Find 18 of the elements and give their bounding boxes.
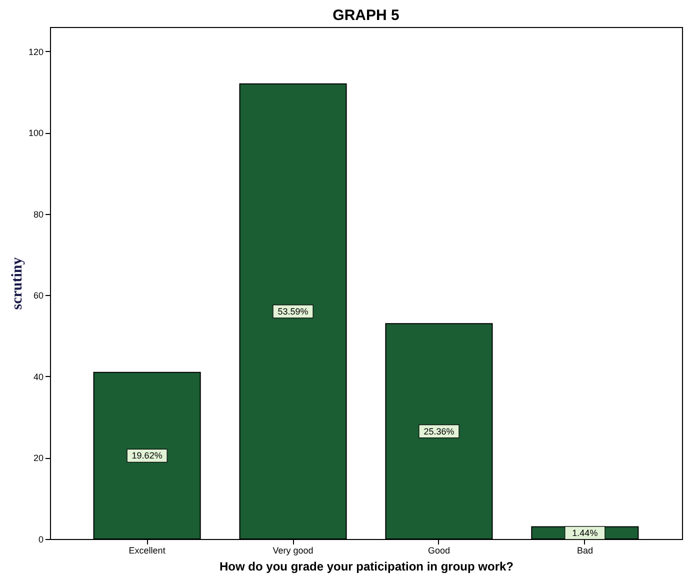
annotation: 1.44% (572, 528, 598, 538)
x-tick-label: Good (428, 546, 450, 556)
y-tick-label: 80 (33, 209, 44, 220)
annotation: 19.62% (132, 450, 162, 461)
chart-title: GRAPH 5 (332, 7, 400, 24)
y-axis-title: scrutiny (9, 256, 26, 310)
x-tick-label: Bad (576, 546, 593, 556)
x-tick-label: Excellent (128, 546, 166, 556)
y-tick-label: 20 (33, 453, 44, 464)
y-tick-label: 0 (38, 534, 44, 544)
annotation: 53.59% (278, 306, 308, 316)
annotation: 25.36% (424, 426, 454, 436)
x-tick-label: Very good (272, 546, 314, 556)
y-tick-label: 40 (33, 372, 44, 382)
x-axis-title: How do you grade your paticipation in group work? (219, 560, 514, 574)
y-tick-label: 100 (28, 128, 44, 138)
y-tick-label: 60 (33, 290, 44, 301)
y-tick-label: 120 (28, 46, 44, 57)
